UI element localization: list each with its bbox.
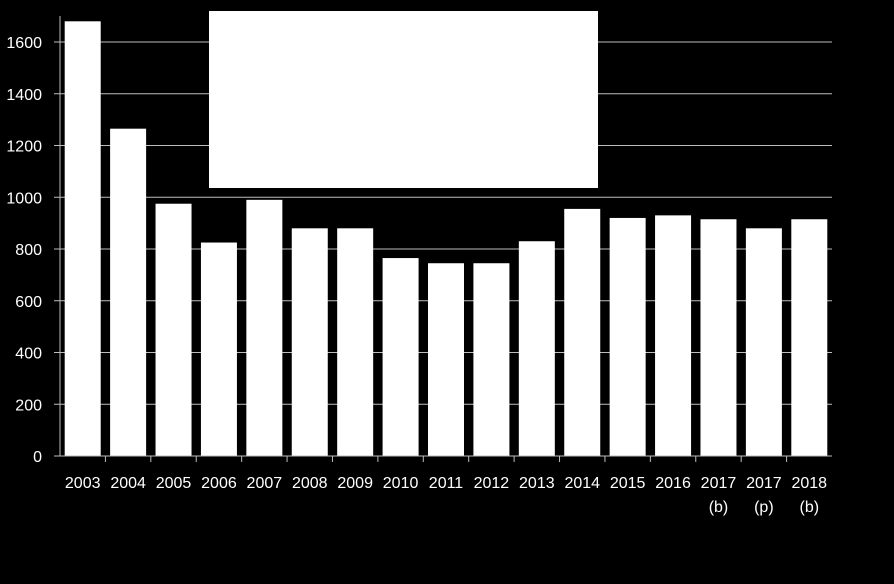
x-tick-label: 2017 [701,475,737,492]
bar [518,241,555,456]
y-tick-label: 600 [15,294,42,311]
x-tick-label: 2011 [429,475,464,492]
x-tick-label: 2010 [383,475,419,492]
bar [473,263,510,456]
x-tick-label: 2004 [110,475,146,492]
bar [428,263,464,456]
bar [337,228,374,456]
x-tick-label: 2015 [610,475,646,492]
x-tick-label: 2012 [474,475,510,492]
bar [246,199,283,456]
x-tick-note: (b) [709,499,729,516]
bar [110,128,147,456]
y-tick-labels: 0 200 400 600 800 1000 1200 1400 1600 [6,35,42,466]
bar [382,258,419,456]
x-tick-label: 2008 [292,475,328,492]
bar [200,242,237,456]
y-tick-label: 1400 [6,87,42,104]
x-tick-labels: 2003 2004 2005 2006 2007 2008 2009 2010 2011 2012… [65,475,827,516]
x-tick-label: 2016 [655,475,691,492]
bar [155,203,192,456]
x-tick-label: 2018 [791,475,827,492]
y-tick-label: 200 [15,397,42,414]
bar [745,228,782,456]
overlay-box [209,11,598,188]
bar [564,208,601,456]
y-tick-label: 1000 [6,190,42,207]
y-tick-label: 1600 [6,35,42,52]
x-tick-label: 2014 [564,475,600,492]
y-tick-label: 1200 [6,139,42,156]
x-tick-label: 2013 [519,475,555,492]
bar [291,228,328,456]
x-tick-label: 2005 [156,475,192,492]
axes [54,16,832,462]
bar [655,215,692,456]
bars [64,21,828,457]
x-tick-label: 2007 [247,475,283,492]
x-tick-note: (p) [754,499,774,516]
bar [791,219,828,456]
x-tick-label: 2017 [746,475,782,492]
bar [609,217,646,456]
x-tick-label: 2003 [65,475,101,492]
y-tick-label: 0 [33,449,42,466]
x-tick-label: 2006 [201,475,237,492]
bar [64,21,101,457]
x-tick-note: (b) [800,499,820,516]
x-tick-label: 2009 [337,475,373,492]
y-tick-label: 800 [15,242,42,259]
y-tick-label: 400 [15,346,42,363]
bar [700,219,737,456]
